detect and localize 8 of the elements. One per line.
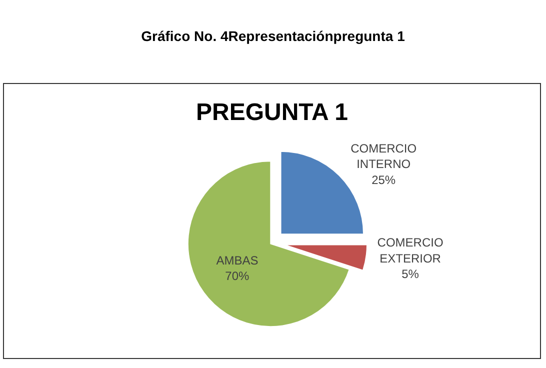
slice-label: COMERCIO INTERNO bbox=[350, 142, 417, 172]
data-label: 25% bbox=[372, 172, 396, 187]
text: Gráfico No. 4Representaciónpregunta 1 bbox=[140, 28, 406, 44]
slice-label: AMBAS bbox=[216, 253, 258, 268]
data-label: 5% bbox=[402, 266, 420, 281]
chart-title: PREGUNTA 1 bbox=[196, 98, 348, 126]
data-label: 70% bbox=[225, 268, 250, 283]
slice-label: COMERCIO EXTERIOR bbox=[377, 236, 444, 266]
